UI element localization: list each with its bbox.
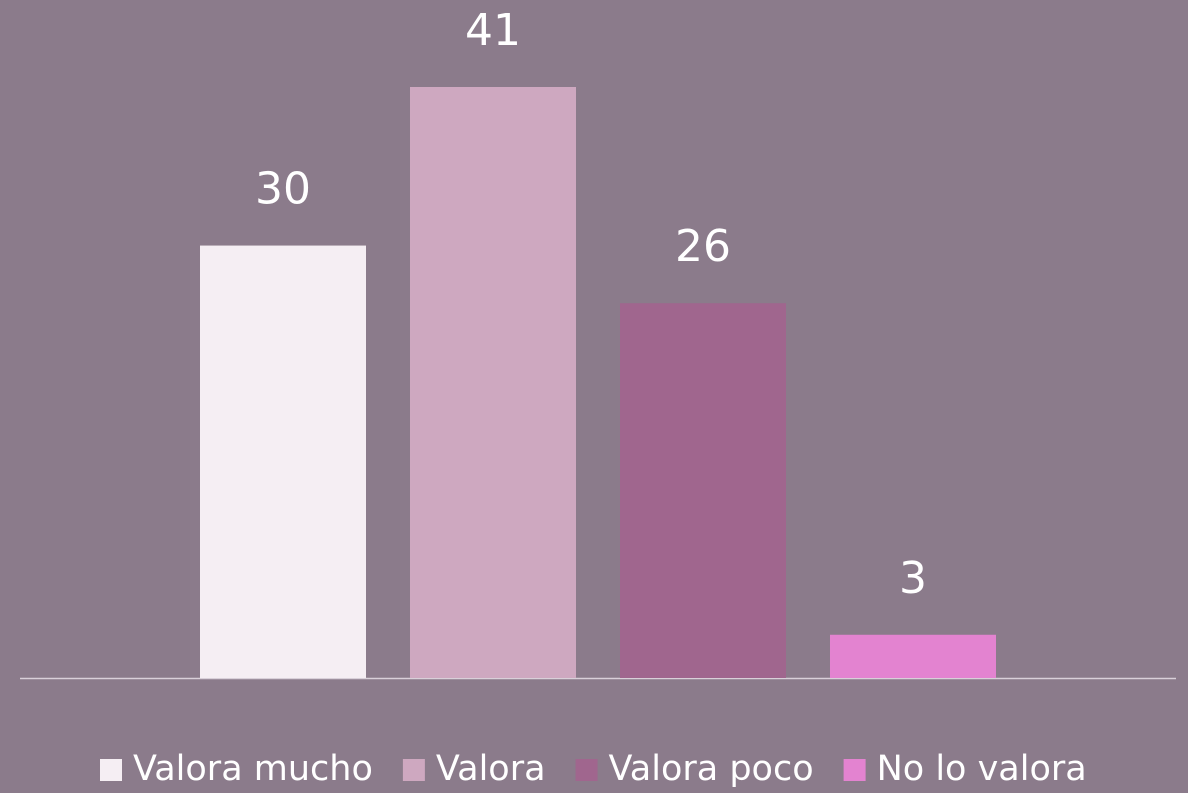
data-label: 26: [675, 221, 731, 272]
legend-swatch: [843, 759, 866, 781]
legend-label: Valora poco: [609, 749, 814, 789]
bar: [410, 87, 576, 678]
legend-swatch: [100, 759, 122, 781]
legend-swatch: [575, 759, 598, 781]
data-label: 30: [255, 164, 311, 215]
data-label: 41: [465, 5, 521, 56]
legend-label: Valora mucho: [133, 749, 373, 789]
bar: [620, 303, 786, 678]
legend-swatch: [402, 759, 425, 781]
bar: [830, 634, 996, 678]
legend-label: Valora: [436, 749, 546, 789]
legend-label: No lo valora: [877, 749, 1087, 789]
data-label: 3: [899, 553, 927, 604]
bar: [200, 245, 366, 678]
